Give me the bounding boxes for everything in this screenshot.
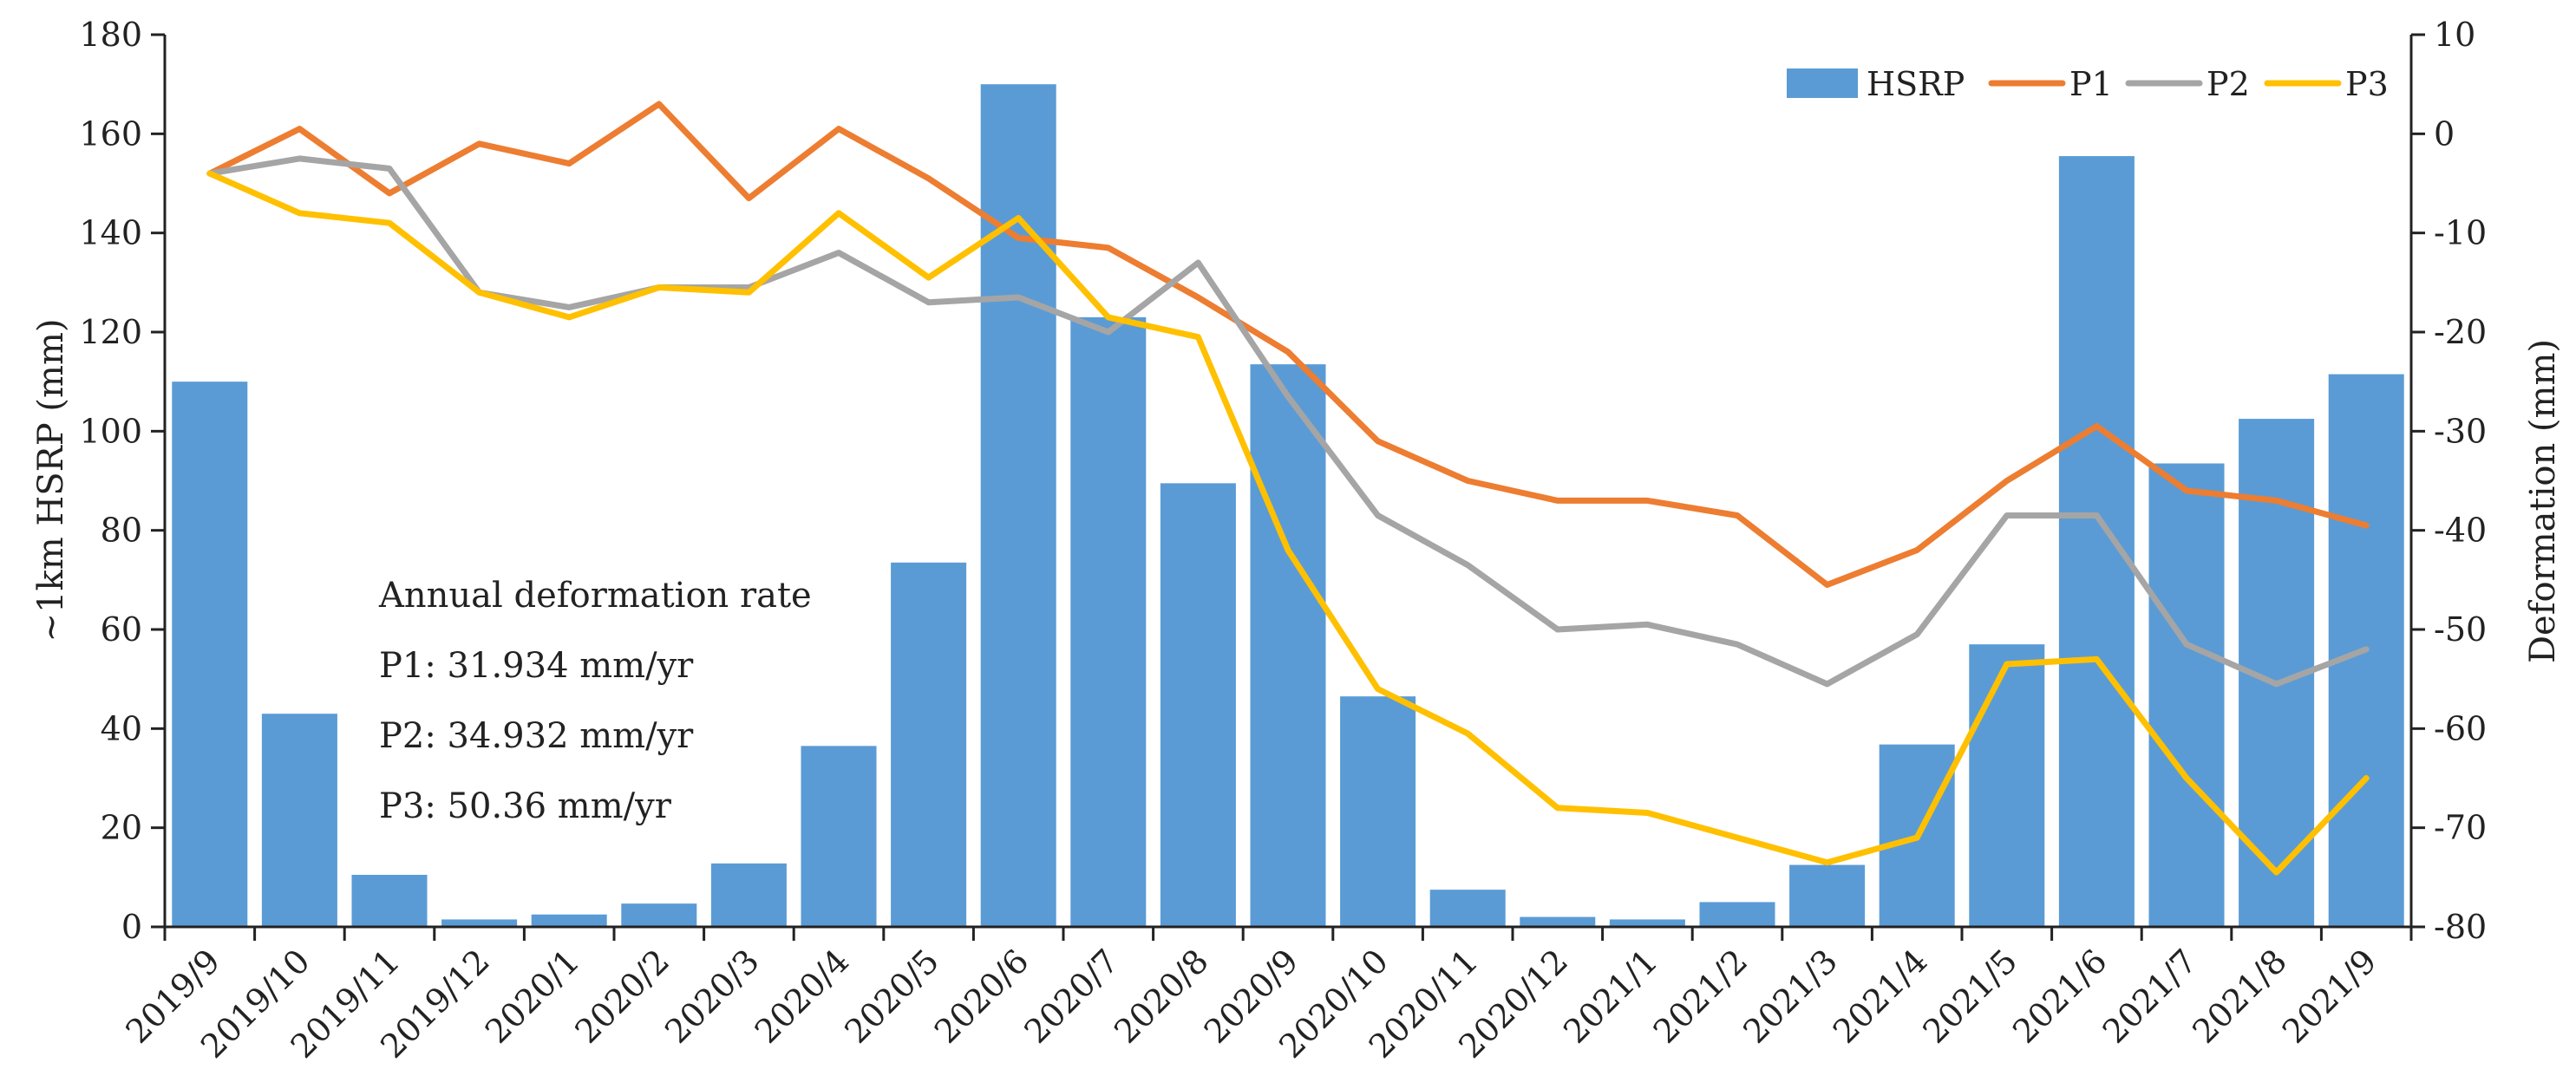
x-tick-label: 2021/4 [1826,942,1935,1051]
bar-hsrp-2019-9 [172,381,248,928]
y-right-tick-label: -10 [2434,214,2487,252]
x-tick-label: 2020/5 [837,942,946,1051]
bar-hsrp-2020-3 [710,863,787,927]
y-right-tick-label: 0 [2434,114,2455,153]
x-tick-label: 2020/7 [1017,942,1127,1051]
bar-hsrp-2020-2 [621,903,697,927]
bar-hsrp-2020-8 [1160,483,1236,927]
y-right-tick-label: 10 [2434,16,2475,54]
x-tick-label: 2021/3 [1736,942,1845,1051]
x-tick-label: 2020/8 [1107,942,1216,1051]
y-right-tick-label: -50 [2434,610,2487,649]
y-right-tick-label: -60 [2434,709,2487,747]
bar-hsrp-2019-10 [261,714,337,927]
y-left-axis-title: ~1km HSRP (mm) [31,319,71,642]
bar-hsrp-2021-2 [1699,902,1775,927]
annotation-box: Annual deformation rate P1: 31.934 mm/yr… [378,576,812,826]
bar-hsrp-2021-7 [2148,463,2225,927]
y-left-tick-label: 40 [101,709,142,747]
y-right-axis-title: Deformation (mm) [2523,339,2563,663]
x-tick-label: 2021/7 [2095,942,2205,1051]
y-right-tick-label: -80 [2434,908,2487,946]
y-left-tick-label: 120 [79,313,142,351]
x-tick-label: 2020/2 [568,942,677,1051]
y-left-tick-label: 20 [101,809,142,847]
series-line-p3 [206,170,2370,876]
legend-swatch-hsrp [1787,68,1858,98]
bar-hsrp-2020-1 [531,914,607,927]
x-tick-label: 2021/8 [2185,942,2294,1051]
legend-label-p3: P3 [2345,65,2389,103]
x-tick-label: 2021/6 [2005,942,2115,1051]
annotation-p2-rate: P2: 34.932 mm/yr [379,716,694,756]
bar-hsrp-2019-11 [351,874,428,927]
x-tick-label: 2020/4 [748,942,857,1051]
x-tick-label: 2020/1 [478,942,587,1051]
legend-label-p1: P1 [2069,65,2113,103]
x-tick-label: 2021/1 [1556,942,1665,1051]
y-left-tick-label: 60 [101,610,142,649]
x-tick-label: 2021/2 [1646,942,1755,1051]
y-right-tick-label: -20 [2434,313,2487,351]
x-tick-label: 2021/9 [2275,942,2384,1051]
legend: HSRP P1 P2 P3 [1787,65,2389,103]
y-right-tick-label: -30 [2434,412,2487,450]
y-left-tick-label: 140 [79,214,142,252]
y-left-tick-label: 100 [79,412,142,450]
x-tick-label: 2021/5 [1916,942,2025,1051]
annotation-p3-rate: P3: 50.36 mm/yr [379,786,672,826]
annotation-title: Annual deformation rate [378,576,812,616]
bar-hsrp-2020-5 [891,562,967,927]
bar-hsrp-2021-6 [2058,156,2135,927]
lines-layer [206,101,2370,876]
bar-hsrp-2021-3 [1789,864,1866,927]
annotation-p1-rate: P1: 31.934 mm/yr [379,646,694,686]
bar-hsrp-2019-12 [441,919,518,927]
y-left-tick-label: 160 [79,114,142,153]
series-line-p2 [206,155,2370,688]
x-tick-label: 2020/3 [657,942,767,1051]
y-right-tick-label: -70 [2434,809,2487,847]
y-right-tick-label: -40 [2434,512,2487,550]
y-left-tick-label: 180 [79,16,142,54]
x-tick-label: 2020/6 [927,942,1036,1051]
bar-hsrp-2020-10 [1340,696,1416,927]
bar-hsrp-2021-1 [1609,919,1685,927]
bar-hsrp-2020-7 [1070,316,1147,928]
bar-hsrp-2020-6 [980,84,1056,927]
legend-label-hsrp: HSRP [1867,65,1965,103]
y-left-tick-label: 80 [101,512,142,550]
series-line-p1 [206,101,2370,588]
bar-hsrp-2020-12 [1520,916,1596,927]
bar-hsrp-2020-11 [1429,890,1506,927]
bar-hsrp-2021-5 [1969,644,2045,927]
legend-label-p2: P2 [2207,65,2250,103]
bar-hsrp-2020-9 [1250,364,1326,927]
bar-hsrp-2020-4 [801,746,877,927]
y-left-tick-label: 0 [121,908,142,946]
